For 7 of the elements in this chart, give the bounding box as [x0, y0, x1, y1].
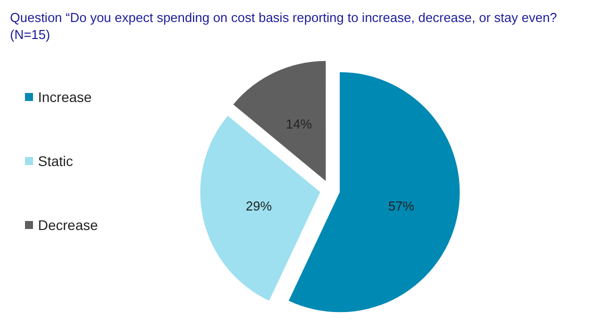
data-label: 29%	[246, 198, 272, 214]
legend-label: Static	[38, 153, 74, 169]
data-label: 57%	[388, 198, 415, 214]
chart-title: Question “Do you expect spending on cost basis reporting to increase, decrease, or stay even? (N=15)	[10, 10, 561, 42]
legend-label: Decrease	[38, 217, 98, 233]
data-label: 14%	[286, 116, 312, 132]
legend-label: Increase	[38, 89, 92, 105]
